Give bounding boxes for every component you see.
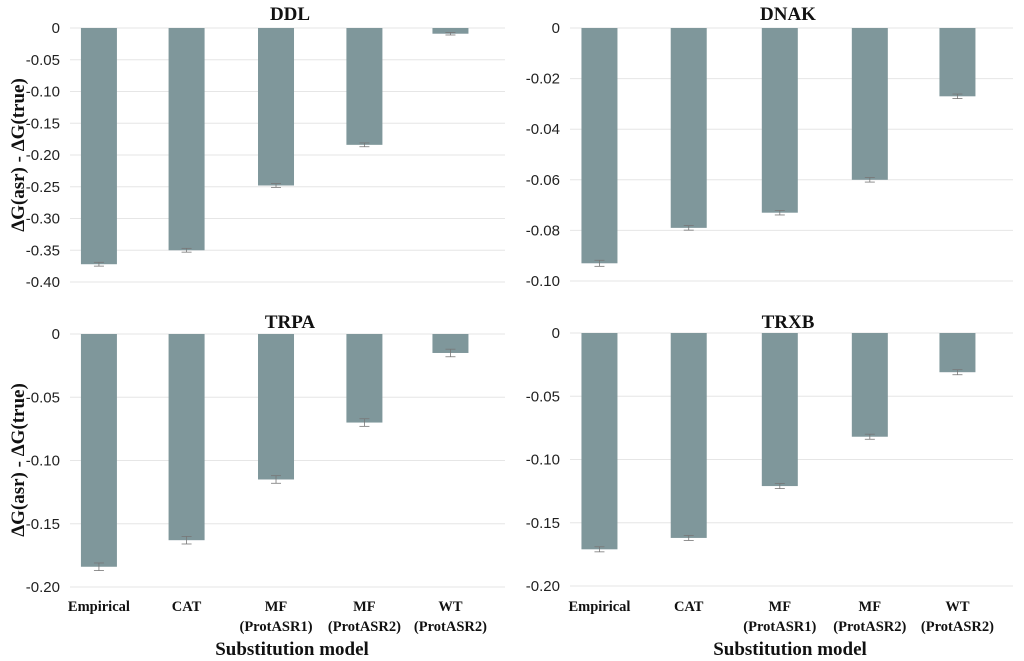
y-tick-label: 0 xyxy=(552,20,560,37)
error-bar xyxy=(683,535,694,541)
y-tick-label: -0.20 xyxy=(26,147,60,164)
bar xyxy=(939,333,976,373)
y-axis-label: ΔG(asr) - ΔG(true) xyxy=(8,78,29,232)
x-axis-label: Substitution model xyxy=(215,639,369,660)
y-tick-label: -0.05 xyxy=(526,388,560,405)
y-tick-label: -0.35 xyxy=(26,242,60,259)
error-bar xyxy=(93,562,104,571)
chart-panel-trxb: 0 -0.05 -0.10 -0.15 -0.20 TRXB Empirical CAT MF(… xyxy=(526,312,1013,660)
bar xyxy=(258,334,295,480)
y-tick-label: -0.15 xyxy=(26,115,60,132)
y-tick-label: -0.10 xyxy=(526,452,560,469)
chart-title: DDL xyxy=(270,4,310,25)
bar xyxy=(432,334,469,353)
bar xyxy=(939,28,976,97)
x-tick-label: MF (ProtASR2) xyxy=(833,599,906,635)
y-tick-label: -0.40 xyxy=(26,274,60,291)
error-bar xyxy=(359,142,370,148)
x-tick-label: MF (ProtASR1) xyxy=(240,599,313,635)
x-tick-label: WT (ProtASR2) xyxy=(414,599,487,635)
y-tick-label: -0.20 xyxy=(526,578,560,595)
bar xyxy=(581,28,618,264)
x-tick-label: MF (ProtASR1) xyxy=(743,599,816,635)
bar xyxy=(432,28,469,34)
bar xyxy=(168,28,205,251)
error-bar xyxy=(594,259,605,267)
bar xyxy=(670,333,707,538)
error-bar xyxy=(952,93,963,99)
y-tick-label: -0.02 xyxy=(526,71,560,88)
y-tick-label: -0.05 xyxy=(26,52,60,69)
error-bar xyxy=(864,433,875,440)
error-bar xyxy=(93,261,104,267)
chart-panel-dnak: 0 -0.02 -0.04 -0.06 -0.08 -0.10 DNAK xyxy=(526,4,1013,290)
y-tick-label: -0.30 xyxy=(26,211,60,228)
bar xyxy=(851,28,888,180)
error-bar xyxy=(271,475,282,484)
error-bar xyxy=(445,32,456,36)
error-bar xyxy=(271,183,282,188)
y-tick-label: -0.06 xyxy=(526,172,560,189)
y-tick-label: -0.20 xyxy=(26,579,60,596)
bar xyxy=(346,334,383,423)
y-tick-label: 0 xyxy=(52,20,60,37)
error-bar xyxy=(774,210,785,216)
y-tick-label: -0.04 xyxy=(526,121,560,138)
chart-title: TRPA xyxy=(265,312,316,333)
chart-title: DNAK xyxy=(760,4,816,25)
error-bar xyxy=(952,369,963,376)
bar xyxy=(761,28,798,213)
bar xyxy=(851,333,888,437)
x-axis-label: Substitution model xyxy=(713,639,867,660)
bar xyxy=(168,334,205,541)
y-tick-label: -0.10 xyxy=(26,84,60,101)
y-tick-label: -0.05 xyxy=(26,389,60,406)
y-tick-label: 0 xyxy=(52,326,60,343)
x-tick-label: CAT xyxy=(172,599,202,615)
y-tick-label: -0.10 xyxy=(26,453,60,470)
y-tick-label: -0.15 xyxy=(26,516,60,533)
bar xyxy=(346,28,383,145)
error-bar xyxy=(774,483,785,489)
y-tick-label: -0.08 xyxy=(526,222,560,239)
x-tick-label: WT (ProtASR2) xyxy=(921,599,994,635)
x-tick-label: MF (ProtASR2) xyxy=(328,599,401,635)
x-tick-label: CAT xyxy=(674,599,704,615)
error-bar xyxy=(181,247,192,253)
error-bar xyxy=(594,546,605,553)
bar xyxy=(80,334,117,567)
error-bar xyxy=(359,418,370,427)
bar xyxy=(670,28,707,228)
bar xyxy=(80,28,117,265)
x-tick-label: Empirical xyxy=(568,599,630,615)
bar xyxy=(761,333,798,487)
error-bar xyxy=(181,536,192,545)
x-tick-label: Empirical xyxy=(68,599,130,615)
y-tick-label: -0.10 xyxy=(526,273,560,290)
error-bar xyxy=(864,177,875,183)
error-bar xyxy=(445,348,456,358)
error-bar xyxy=(683,225,694,231)
y-tick-label: -0.15 xyxy=(526,515,560,532)
y-axis-label: ΔG(asr) - ΔG(true) xyxy=(8,383,29,537)
bar xyxy=(258,28,295,186)
y-tick-label: -0.25 xyxy=(26,179,60,196)
chart-panel-trpa: 0 -0.05 -0.10 -0.15 -0.20 TRPA ΔG(asr) - ΔG(tr… xyxy=(8,312,505,660)
chart-panel-ddl: 0 -0.05 -0.10 -0.15 -0.20 -0.25 -0.30 -0.35 -0.4… xyxy=(8,4,505,291)
bar xyxy=(581,333,618,550)
chart-title: TRXB xyxy=(762,312,815,333)
y-tick-label: 0 xyxy=(552,325,560,342)
